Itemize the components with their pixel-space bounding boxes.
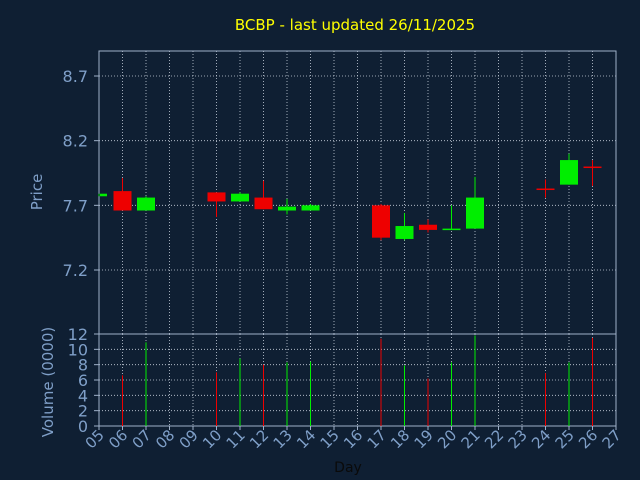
price-tick-label: 8.2 <box>63 132 88 151</box>
candle-body <box>231 193 249 202</box>
candle-body <box>207 192 226 202</box>
price-tick-label: 7.2 <box>63 261 88 280</box>
candle-series <box>98 153 602 241</box>
volume-tick-label: 6 <box>78 371 88 390</box>
candle-body <box>395 226 414 239</box>
x-axis: 0506070809101112131415161718192021222324… <box>82 426 625 452</box>
price-axis-label: Price <box>28 174 46 211</box>
volume-tick-label: 4 <box>78 386 88 405</box>
candle-body <box>278 206 296 211</box>
volume-tick-label: 8 <box>78 356 88 375</box>
volume-tick-label: 12 <box>68 325 88 344</box>
candle-body <box>442 228 461 231</box>
candle-body <box>254 197 273 210</box>
candle-body <box>536 188 555 191</box>
candle-body <box>583 166 602 169</box>
x-axis-label: Day <box>334 460 362 476</box>
candle-body <box>419 224 437 230</box>
volume-tick-label: 10 <box>68 340 88 359</box>
price-axis: 7.2 7.7 8.2 8.7 <box>63 67 99 280</box>
candle-body <box>100 193 107 197</box>
candle-body <box>113 191 132 211</box>
candle-body <box>301 205 320 211</box>
volume-tick-label: 2 <box>78 402 88 421</box>
candle-body <box>466 197 484 229</box>
volume-series <box>122 335 593 426</box>
candle-body <box>560 160 578 185</box>
price-tick-label: 8.7 <box>63 67 88 86</box>
candle-body <box>137 197 155 211</box>
price-tick-label: 7.7 <box>63 196 88 215</box>
volume-tick-label: 0 <box>78 417 88 436</box>
volume-axis-label: Volume (0000) <box>39 327 57 437</box>
candle-body <box>372 205 390 238</box>
chart-title: BCBP - last updated 26/11/2025 <box>235 16 475 34</box>
